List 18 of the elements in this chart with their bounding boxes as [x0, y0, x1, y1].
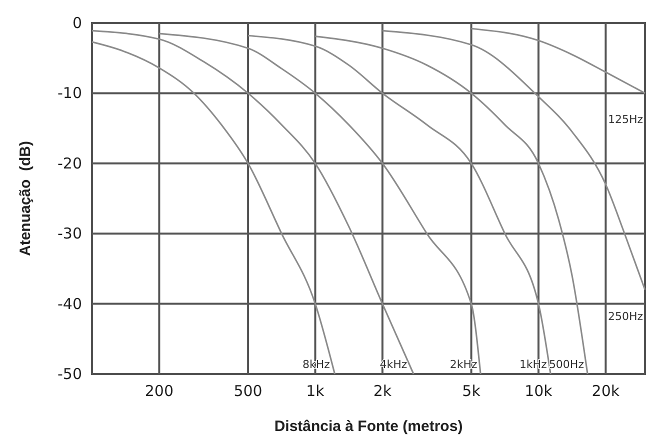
- x-tick-label: 1k: [306, 382, 325, 400]
- x-tick-label: 2k: [373, 382, 392, 400]
- x-tick-label: 20k: [592, 382, 620, 400]
- x-axis-title: Distância à Fonte (metros): [274, 418, 463, 435]
- y-tick-label: -30: [58, 224, 82, 243]
- series-label: 250Hz: [608, 310, 644, 323]
- series-label: 125Hz: [608, 113, 644, 126]
- x-tick-label: 10k: [524, 382, 553, 400]
- x-tick-label: 500: [234, 382, 262, 400]
- x-tick-label: 5k: [462, 382, 481, 400]
- y-axis-title: Atenuação (dB): [17, 140, 34, 256]
- y-tick-label: -10: [58, 84, 82, 102]
- y-tick-label: -50: [58, 365, 82, 383]
- y-tick-label: 0: [72, 14, 82, 32]
- x-tick-label: 200: [144, 382, 174, 400]
- y-tick-label: -40: [58, 294, 82, 313]
- series-label: 500Hz: [548, 358, 584, 371]
- y-tick-label: -20: [58, 154, 82, 172]
